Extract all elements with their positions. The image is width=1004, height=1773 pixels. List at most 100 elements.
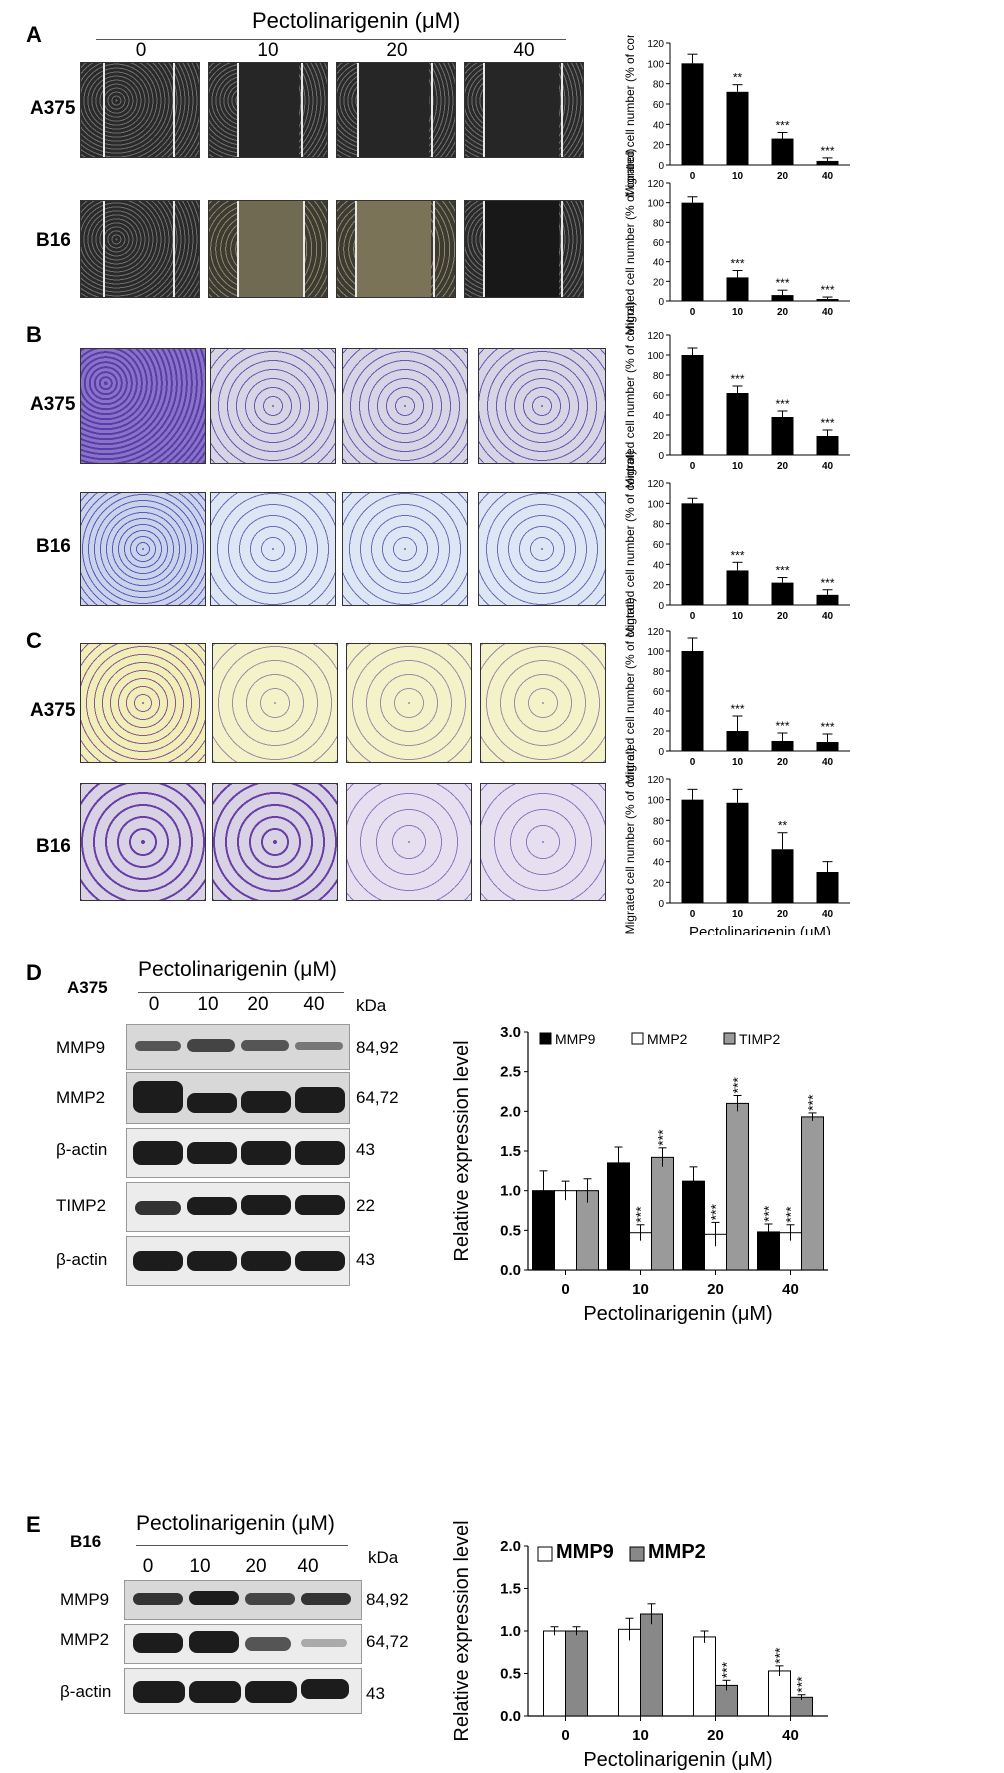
significance-label: *** (761, 1205, 777, 1222)
row-label-a375-a: A375 (30, 98, 76, 119)
y-tick-label: 120 (647, 775, 664, 786)
y-tick-label: 0 (658, 161, 664, 172)
conc-label-40: 40 (513, 40, 535, 61)
chart-a-b16: 0204060801001200***10***20***40Migrated … (623, 149, 850, 335)
y-tick-label: 3.0 (500, 1024, 521, 1041)
panel-label-d: D (26, 960, 42, 985)
legend-swatch (539, 1032, 552, 1045)
y-axis-label: Migrated cell number (% of control) (623, 35, 637, 197)
significance-label: *** (708, 1204, 724, 1221)
y-tick-label: 40 (653, 707, 665, 718)
y-tick-label: 60 (653, 100, 665, 111)
x-tick-label: 0 (690, 461, 696, 472)
y-axis-label: Migrated cell number (% of control) (623, 302, 637, 489)
wound-image-a375-10 (208, 62, 328, 158)
legend-swatch (537, 1546, 553, 1562)
migration-image-a375-20 (342, 348, 468, 464)
blot-d-kda-timp2: 22 (356, 1196, 375, 1215)
y-tick-label: 80 (653, 667, 665, 678)
blot-e-cell: B16 (70, 1532, 102, 1551)
y-axis-label: Relative expression level (451, 1520, 473, 1741)
x-axis-label: Pectolinarigenin (μM) (689, 924, 831, 935)
blot-e-kda: kDa (368, 1548, 399, 1567)
y-tick-label: 20 (653, 581, 665, 592)
blot-e-conc-20: 20 (245, 1556, 267, 1577)
y-tick-label: 1.5 (500, 1143, 521, 1160)
bar (726, 277, 749, 301)
blot-d-kda-actin1: 43 (356, 1140, 375, 1159)
blot-e-row-label-mmp9: MMP9 (60, 1590, 110, 1609)
bar (816, 594, 839, 605)
blot-d-title: Pectolinarigenin (μM) (138, 958, 337, 981)
wound-image-a375-0 (80, 62, 200, 158)
y-tick-label: 2.0 (500, 1103, 521, 1120)
invasion-image-b16-0 (80, 783, 206, 901)
bar-timp2 (801, 1116, 824, 1271)
bar (726, 91, 749, 165)
bar (816, 160, 839, 165)
x-tick-label: 40 (782, 1281, 799, 1298)
blot-d-strip-actin2 (126, 1236, 350, 1286)
significance-label: *** (820, 283, 834, 297)
blot-d-conc-10: 10 (197, 994, 219, 1015)
significance-label: *** (730, 548, 744, 562)
blot-d-row-label-mmp9: MMP9 (56, 1038, 106, 1057)
bar-mmp9 (543, 1630, 566, 1717)
y-tick-label: 20 (653, 141, 665, 152)
bar (681, 651, 704, 751)
bar-mmp2 (565, 1630, 588, 1717)
significance-label: *** (820, 576, 834, 590)
x-tick-label: 40 (822, 171, 834, 182)
bar (771, 849, 794, 903)
x-tick-label: 20 (707, 1727, 724, 1744)
legend-label: MMP2 (647, 1031, 688, 1047)
invasion-image-b16-10 (212, 783, 338, 901)
blot-d-strip-timp2 (126, 1182, 350, 1232)
bar (771, 582, 794, 605)
y-tick-label: 100 (647, 59, 664, 70)
wound-image-b16-0 (80, 200, 200, 298)
significance-label: *** (730, 1077, 746, 1094)
chart-a-a375: 0 20 40 60 80 100 120 0 ** 10 *** 20 *** 40 Migrated c… (623, 35, 850, 197)
bar (771, 295, 794, 301)
y-tick-label: 40 (653, 120, 665, 131)
migration-image-a375-0 (80, 348, 206, 464)
chart-b-b16: 0204060801001200***10***20***40Migrated … (623, 451, 850, 637)
panel-label-c: C (26, 628, 42, 653)
y-tick-label: 2.5 (500, 1064, 521, 1081)
bar (771, 417, 794, 455)
blot-d-conc-40: 40 (303, 994, 325, 1015)
x-tick-label: 0 (690, 757, 696, 768)
migration-image-b16-40 (478, 492, 606, 606)
wound-image-b16-40 (464, 200, 584, 298)
bar (726, 802, 749, 903)
y-axis-label: Relative expression level (451, 1040, 473, 1261)
blot-d-strip-mmp2 (126, 1072, 350, 1124)
y-tick-label: 20 (653, 727, 665, 738)
y-tick-label: 80 (653, 520, 665, 531)
x-tick-label: 20 (777, 461, 789, 472)
row-label-b16-b: B16 (36, 536, 71, 557)
legend-label: MMP9 (556, 1541, 614, 1563)
bar-mmp9 (693, 1636, 716, 1717)
bar (816, 436, 839, 455)
bar-mmp2 (554, 1190, 577, 1271)
chart-b-a375: 0204060801001200***10***20***40Migrated … (623, 302, 850, 489)
wound-image-a375-20 (336, 62, 456, 158)
y-tick-label: 0 (658, 899, 664, 910)
blot-e-strip-mmp2 (124, 1624, 362, 1664)
row-label-b16-c: B16 (36, 836, 71, 857)
y-tick-label: 0 (658, 297, 664, 308)
significance-label: *** (775, 719, 789, 733)
row-label-b16-a: B16 (36, 230, 71, 251)
x-tick-label: 10 (732, 171, 744, 182)
blot-e-kda-mmp9: 84,92 (366, 1590, 409, 1609)
invasion-image-b16-20 (346, 783, 472, 901)
blot-e-conc-0: 0 (142, 1556, 154, 1577)
wound-image-a375-40 (464, 62, 584, 158)
panel-label-e: E (26, 1512, 41, 1537)
x-tick-label: 10 (632, 1727, 649, 1744)
y-tick-label: 40 (653, 411, 665, 422)
y-tick-label: 2.0 (500, 1538, 521, 1555)
y-tick-label: 60 (653, 391, 665, 402)
